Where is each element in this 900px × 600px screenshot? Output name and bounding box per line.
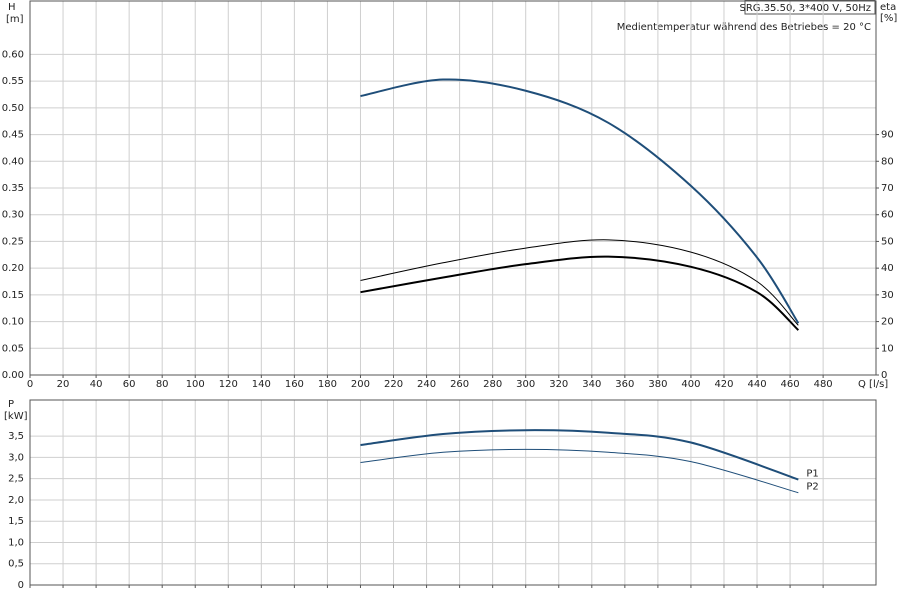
x-tick-label: 20 bbox=[57, 379, 70, 390]
series-line bbox=[360, 239, 799, 326]
chart-subtitle: Medientemperatur während des Betriebes =… bbox=[617, 22, 871, 33]
x-tick-label: 60 bbox=[123, 379, 136, 390]
series-label: P1 bbox=[806, 469, 818, 480]
x-tick-label: 340 bbox=[582, 379, 601, 390]
y2-tick-label: 10 bbox=[881, 343, 894, 354]
y-label: H bbox=[8, 2, 16, 13]
y-tick-label: 1,5 bbox=[8, 516, 24, 527]
y-tick-label: 0.15 bbox=[2, 290, 24, 301]
y2-label: eta bbox=[880, 2, 896, 13]
chart-title: SRG.35.50, 3*400 V, 50Hz bbox=[739, 3, 871, 14]
y2-tick-label: 40 bbox=[881, 263, 894, 274]
y-unit: [kW] bbox=[4, 411, 28, 422]
x-tick-label: 160 bbox=[285, 379, 304, 390]
plot-frame bbox=[29, 0, 877, 376]
x-tick-label: 220 bbox=[384, 379, 403, 390]
y-tick-label: 1,0 bbox=[8, 537, 24, 548]
x-tick-label: 360 bbox=[615, 379, 634, 390]
y-tick-label: 0.55 bbox=[2, 76, 24, 87]
y2-tick-label: 90 bbox=[881, 130, 894, 141]
y-tick-label: 0.40 bbox=[2, 156, 24, 167]
x-tick-label: 240 bbox=[417, 379, 436, 390]
series-line bbox=[360, 78, 800, 324]
y2-tick-label: 60 bbox=[881, 210, 894, 221]
y-tick-label: 0.45 bbox=[2, 130, 24, 141]
y-tick-label: 0.30 bbox=[2, 210, 24, 221]
x-tick-label: 300 bbox=[516, 379, 535, 390]
y2-tick-label: 30 bbox=[881, 290, 894, 301]
x-tick-label: 380 bbox=[648, 379, 667, 390]
x-tick-label: 140 bbox=[252, 379, 271, 390]
x-tick-label: 320 bbox=[549, 379, 568, 390]
x-tick-label: 480 bbox=[814, 379, 833, 390]
y-tick-label: 2,0 bbox=[8, 495, 24, 506]
y-tick-label: 0.05 bbox=[2, 343, 24, 354]
x-tick-label: 120 bbox=[219, 379, 238, 390]
y-tick-label: 0.10 bbox=[2, 317, 24, 328]
y-tick-label: 0,5 bbox=[8, 559, 24, 570]
y-unit: [m] bbox=[6, 14, 24, 25]
y-tick-label: 3,5 bbox=[8, 431, 24, 442]
y-label: P bbox=[8, 399, 14, 410]
x-tick-label: 440 bbox=[747, 379, 766, 390]
y2-tick-label: 80 bbox=[881, 156, 894, 167]
x-tick-label: 460 bbox=[781, 379, 800, 390]
x-tick-label: 80 bbox=[156, 379, 169, 390]
x-tick-label: 0 bbox=[27, 379, 33, 390]
x-tick-label: 200 bbox=[351, 379, 370, 390]
y-tick-label: 0.35 bbox=[2, 183, 24, 194]
series-line bbox=[360, 448, 799, 494]
y2-tick-label: 50 bbox=[881, 236, 894, 247]
x-tick-label: 40 bbox=[90, 379, 103, 390]
x-tick-label: 420 bbox=[714, 379, 733, 390]
x-tick-label: 280 bbox=[483, 379, 502, 390]
plot-frame bbox=[29, 399, 877, 586]
y-tick-label: 0.00 bbox=[2, 370, 24, 381]
x-tick-label: 180 bbox=[318, 379, 337, 390]
y2-unit: [%] bbox=[880, 13, 897, 24]
y2-tick-label: 70 bbox=[881, 183, 894, 194]
series-label: P2 bbox=[806, 482, 818, 493]
x-tick-label: 260 bbox=[450, 379, 469, 390]
title-box bbox=[744, 0, 876, 15]
y-tick-label: 0 bbox=[18, 580, 24, 591]
series-line bbox=[360, 255, 800, 331]
y-tick-label: 0.50 bbox=[2, 103, 24, 114]
y-tick-label: 2,5 bbox=[8, 474, 24, 485]
x-tick-label: 400 bbox=[681, 379, 700, 390]
y-tick-label: 3,0 bbox=[8, 452, 24, 463]
y-tick-label: 0.20 bbox=[2, 263, 24, 274]
series-line bbox=[360, 429, 799, 481]
y2-tick-label: 0 bbox=[881, 370, 887, 381]
y2-tick-label: 20 bbox=[881, 317, 894, 328]
x-tick-label: 100 bbox=[186, 379, 205, 390]
x-label: Q [l/s] bbox=[858, 379, 888, 390]
y-tick-label: 0.25 bbox=[2, 236, 24, 247]
y-tick-label: 0.60 bbox=[2, 49, 24, 60]
